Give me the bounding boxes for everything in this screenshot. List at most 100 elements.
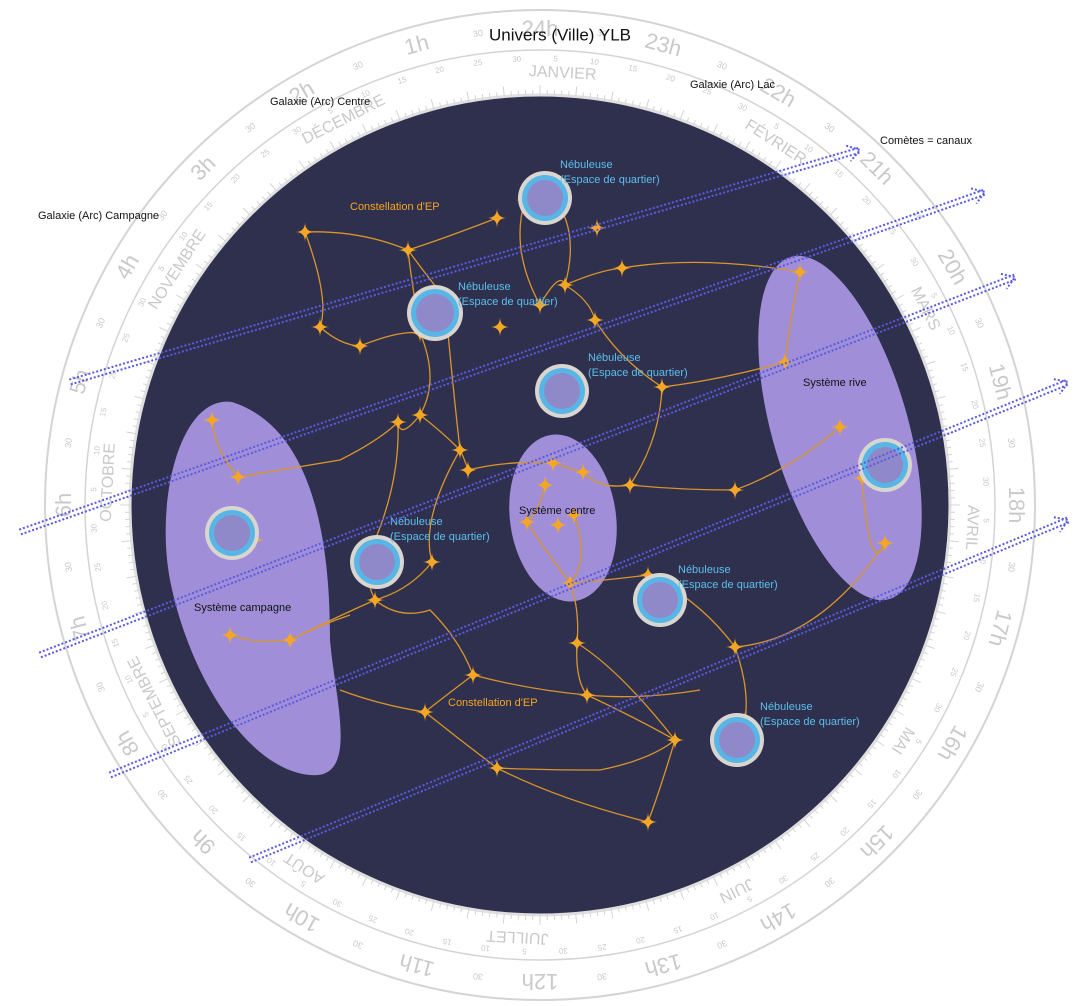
- dial-tick: [756, 152, 761, 158]
- dial-label: 30: [136, 296, 148, 309]
- dial-tick: [834, 789, 839, 794]
- dial-tick: [152, 651, 158, 655]
- dial-tick: [170, 316, 175, 320]
- dial-tick: [673, 892, 676, 898]
- dial-tick: [313, 848, 318, 854]
- comet-head: [1000, 272, 1017, 290]
- star: [830, 417, 850, 437]
- dial-label: 20: [100, 600, 111, 611]
- nebula-core: [642, 582, 678, 618]
- dial-tick: [404, 892, 407, 898]
- dial-label: 30: [243, 121, 257, 135]
- dial-tick: [925, 644, 935, 650]
- dial-tick: [187, 721, 193, 726]
- dial-tick: [927, 638, 933, 641]
- dial-tick: [887, 721, 893, 726]
- link: [289, 297, 461, 641]
- dial-tick: [481, 910, 484, 917]
- dial-label: 11h: [396, 949, 436, 982]
- dial-tick: [589, 911, 592, 917]
- dial-label: 10: [589, 57, 599, 67]
- dial-tick: [631, 100, 634, 106]
- star: [365, 590, 385, 610]
- dial-tick: [944, 568, 950, 571]
- dial-tick: [128, 446, 135, 449]
- dial-label: 5: [326, 106, 335, 116]
- dial-tick: [128, 554, 134, 557]
- dial-tick: [808, 191, 813, 196]
- dial-tick: [460, 907, 463, 913]
- dial-tick: [251, 206, 256, 211]
- dial-tick: [159, 677, 169, 683]
- dial-tick: [844, 778, 849, 784]
- dial-tick: [195, 263, 205, 271]
- dial-tick: [126, 575, 137, 579]
- dial-tick: [719, 873, 723, 879]
- dial-label: 25: [366, 913, 378, 925]
- dial-tick: [344, 866, 348, 872]
- dial-tick: [879, 733, 885, 738]
- dial-tick: [278, 182, 283, 187]
- dial-label: 18h: [1004, 487, 1029, 524]
- dial-label: JUILLET: [486, 927, 549, 947]
- dial-label: 25: [473, 58, 484, 68]
- dial-label: 20: [970, 399, 981, 410]
- star: [573, 462, 593, 482]
- dial-tick: [267, 191, 272, 196]
- dial-label: 30: [981, 477, 990, 487]
- dial-tick: [298, 160, 306, 170]
- dial-tick: [226, 773, 231, 778]
- dial-tick: [942, 582, 948, 585]
- system-shape: [509, 434, 617, 602]
- star: [585, 310, 605, 330]
- dial-tick: [130, 439, 136, 442]
- dial-tick: [395, 890, 401, 900]
- dial-tick: [844, 226, 849, 232]
- dial-label: 12h: [522, 969, 559, 994]
- dial-tick: [137, 603, 143, 606]
- dial-tick: [948, 540, 959, 543]
- dial-tick: [931, 383, 938, 386]
- dial-label: 30: [931, 702, 943, 715]
- dial-tick: [446, 904, 449, 910]
- dial-tick: [589, 93, 592, 99]
- dial-label: 1h: [402, 29, 432, 59]
- dial-tick: [638, 902, 641, 908]
- dial-tick: [176, 294, 186, 301]
- dial-tick: [931, 624, 938, 627]
- dial-label: MAI: [888, 724, 918, 757]
- nebula-label: Nébuleuse: [560, 159, 613, 171]
- dial-tick: [819, 201, 824, 206]
- dial-tick: [377, 882, 381, 888]
- dial-label: 20: [229, 172, 242, 185]
- dial-tick: [130, 568, 136, 571]
- dial-tick: [488, 911, 491, 917]
- dial-tick: [898, 703, 904, 707]
- star: [422, 552, 442, 572]
- dial-label: 30: [908, 256, 921, 269]
- dial-tick: [127, 547, 133, 549]
- dial-label: 14h: [756, 898, 800, 938]
- dial-tick: [203, 745, 209, 750]
- dial-tick: [155, 658, 161, 661]
- dial-tick: [929, 631, 935, 634]
- dial-label: 10: [123, 673, 135, 685]
- dial-tick: [780, 836, 785, 842]
- dial-label: 30: [973, 316, 986, 329]
- dial-tick: [706, 879, 710, 885]
- star: [875, 533, 895, 553]
- dial-tick: [203, 260, 209, 265]
- nebula-label: (Espace de quartier): [560, 174, 660, 186]
- dial-tick: [803, 182, 811, 192]
- dial-tick: [166, 684, 172, 688]
- dial-tick: [269, 182, 277, 192]
- star: [350, 336, 370, 356]
- dial-tick: [732, 866, 736, 872]
- dial-tick: [719, 131, 723, 137]
- dial-tick: [883, 727, 889, 732]
- star: [638, 565, 658, 585]
- dial-tick: [933, 617, 940, 620]
- dial-tick: [357, 873, 361, 879]
- dial-tick: [624, 905, 627, 912]
- dial-label: 30: [823, 875, 837, 889]
